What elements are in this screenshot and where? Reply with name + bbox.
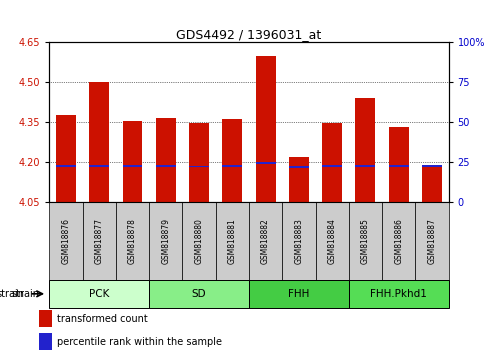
Bar: [89, 165, 109, 167]
Bar: [322, 165, 342, 167]
Bar: [156, 118, 176, 202]
Bar: [255, 162, 276, 164]
Bar: [382, 202, 415, 280]
Bar: [39, 310, 52, 327]
Bar: [49, 202, 82, 280]
Bar: [415, 202, 449, 280]
Bar: [249, 202, 282, 280]
Bar: [289, 166, 309, 167]
Bar: [282, 202, 316, 280]
Text: GSM818887: GSM818887: [427, 218, 436, 264]
Bar: [388, 165, 409, 167]
Bar: [56, 115, 76, 202]
Bar: [355, 165, 375, 167]
Text: SD: SD: [192, 289, 207, 299]
Text: GSM818878: GSM818878: [128, 218, 137, 264]
Text: transformed count: transformed count: [57, 314, 147, 324]
Text: strain: strain: [11, 289, 39, 299]
Text: GSM818880: GSM818880: [195, 218, 204, 264]
Bar: [149, 280, 249, 308]
Text: GSM818876: GSM818876: [62, 218, 70, 264]
Title: GDS4492 / 1396031_at: GDS4492 / 1396031_at: [176, 28, 321, 41]
Bar: [182, 202, 215, 280]
Text: percentile rank within the sample: percentile rank within the sample: [57, 337, 222, 347]
Bar: [422, 166, 442, 202]
Bar: [316, 202, 349, 280]
Bar: [422, 165, 442, 167]
Bar: [355, 98, 375, 202]
Bar: [89, 82, 109, 202]
Bar: [255, 56, 276, 202]
Bar: [39, 333, 52, 350]
Text: FHH: FHH: [288, 289, 310, 299]
Text: GSM818882: GSM818882: [261, 218, 270, 264]
Bar: [122, 165, 142, 167]
Text: FHH.Pkhd1: FHH.Pkhd1: [370, 289, 427, 299]
Text: strain: strain: [0, 289, 25, 299]
Text: GSM818879: GSM818879: [161, 218, 170, 264]
Bar: [56, 165, 76, 167]
Bar: [149, 202, 182, 280]
Bar: [322, 123, 342, 202]
Bar: [222, 119, 242, 202]
Bar: [156, 165, 176, 167]
Bar: [83, 202, 116, 280]
Bar: [116, 202, 149, 280]
Bar: [249, 280, 349, 308]
Bar: [49, 280, 149, 308]
Text: PCK: PCK: [89, 289, 109, 299]
Text: GSM818886: GSM818886: [394, 218, 403, 264]
Bar: [349, 280, 449, 308]
Bar: [222, 165, 242, 167]
Text: GSM818881: GSM818881: [228, 218, 237, 264]
Bar: [189, 124, 209, 202]
Bar: [215, 202, 249, 280]
Bar: [349, 202, 382, 280]
Text: GSM818884: GSM818884: [328, 218, 337, 264]
Bar: [388, 127, 409, 202]
Text: GSM818885: GSM818885: [361, 218, 370, 264]
Bar: [289, 157, 309, 202]
Text: GSM818883: GSM818883: [294, 218, 303, 264]
Bar: [122, 121, 142, 202]
Text: GSM818877: GSM818877: [95, 218, 104, 264]
Bar: [189, 166, 209, 167]
